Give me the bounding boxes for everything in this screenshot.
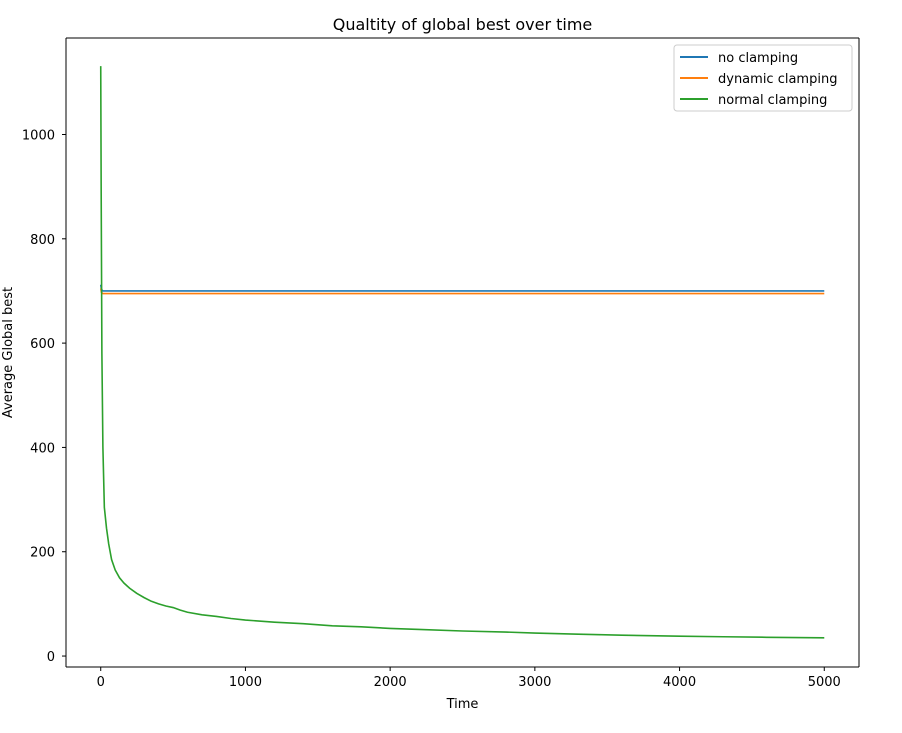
plot-area [66,38,859,667]
legend-box [673,44,853,112]
x-tick-label: 5000 [808,675,841,690]
y-tick-label: 800 [30,233,55,248]
y-axis-ticks: 0 200 400 600 800 1000 [22,128,66,665]
axes-frame [65,37,860,668]
y-tick-label: 0 [47,650,55,665]
legend: no clamping dynamic clamping normal clampi… [673,44,853,112]
x-tick-label: 4000 [663,675,696,690]
x-tick-label: 0 [97,675,105,690]
y-tick-label: 400 [30,441,55,456]
y-tick-label: 600 [30,337,55,352]
x-tick-label: 3000 [518,675,551,690]
series-line-3 [99,66,825,639]
y-axis-label: Average Global best [1,287,16,418]
y-tick-label: 1000 [22,128,55,143]
legend-label: no clamping [718,51,798,66]
x-tick-label: 1000 [229,675,262,690]
legend-label: normal clamping [718,93,827,108]
y-tick-label: 200 [30,546,55,561]
chart-title: Qualtity of global best over time [333,15,593,34]
x-axis-label: Time [446,697,479,712]
legend-label: dynamic clamping [718,72,837,87]
x-tick-label: 2000 [374,675,407,690]
x-axis-ticks: 0 1000 2000 3000 4000 5000 [97,667,841,690]
series-layer [99,66,825,639]
